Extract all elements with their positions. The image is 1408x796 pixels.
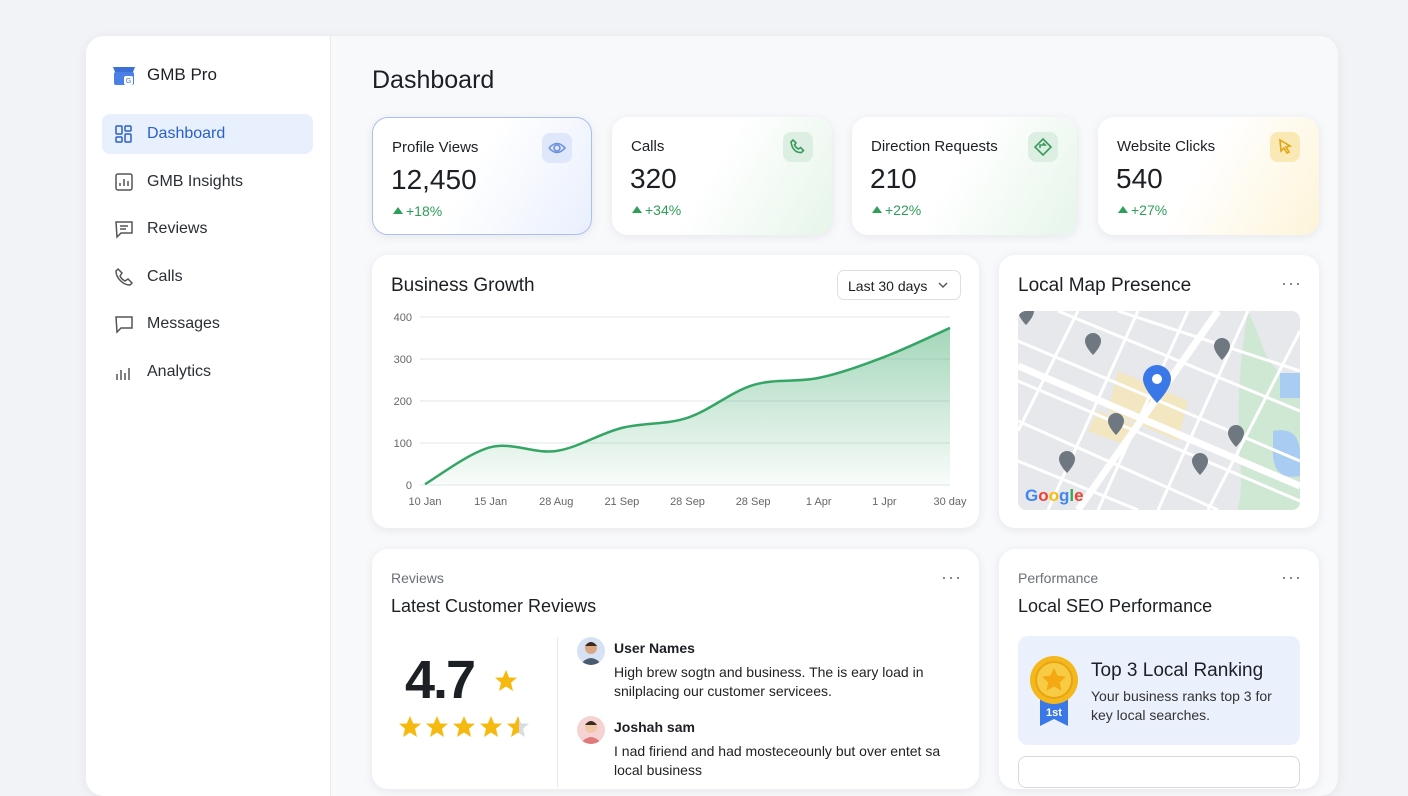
nav-label: Dashboard: [147, 125, 226, 142]
stat-value: 320: [630, 163, 677, 194]
nav-icon: [115, 172, 133, 191]
trend-arrow: [872, 206, 882, 213]
y-tick-label: 200: [394, 396, 412, 408]
nav-icon: [115, 125, 132, 143]
brand-logo: G: [113, 67, 135, 85]
stat-icon: [783, 132, 813, 162]
x-tick-label: 10 Jan: [408, 496, 441, 508]
area: [425, 327, 950, 485]
nav-item[interactable]: Reviews: [102, 209, 313, 249]
nav-label: Messages: [147, 315, 220, 332]
y-tick-label: 400: [394, 312, 412, 324]
y-tick-label: 300: [394, 354, 412, 366]
map-card: Local Map Presence ··· Google: [999, 255, 1319, 528]
stat-value: 12,450: [391, 164, 477, 195]
nav-icon: [115, 221, 133, 239]
y-tick-label: 100: [394, 438, 412, 450]
stat-label: Calls: [631, 138, 665, 155]
review-text: I nad firiend and had mosteceounly but o…: [614, 743, 941, 778]
medal-badge: 1st: [1046, 707, 1062, 719]
map-logo: Google: [1025, 486, 1084, 505]
more-button[interactable]: ···: [1281, 273, 1302, 293]
growth-card: Business Growth Last 30 days 0 100 200 300 4…: [372, 255, 979, 528]
x-tick-label: 21 Sep: [604, 496, 639, 508]
x-tick-label: 1 Apr: [806, 496, 832, 508]
stat-value: 540: [1116, 163, 1163, 194]
nav-label: Reviews: [147, 220, 208, 237]
x-tick-label: 28 Sep: [670, 496, 705, 508]
reviewer-name: User Names: [614, 640, 695, 656]
stat-value: 210: [870, 163, 917, 194]
rating-stars: [399, 670, 529, 737]
nav-label: Analytics: [147, 362, 212, 380]
stat-label: Website Clicks: [1117, 138, 1216, 155]
x-tick-label: 15 Jan: [474, 496, 507, 508]
more-button[interactable]: ···: [1281, 567, 1302, 587]
line: [424, 326, 951, 486]
performance-label: Performance: [1018, 570, 1099, 586]
nav-item[interactable]: Calls: [102, 257, 313, 297]
x-tick-label: 30 day: [933, 496, 967, 508]
nav-item[interactable]: GMB Insights: [102, 162, 313, 202]
medal: 1st: [1030, 656, 1078, 726]
stat-card: Calls 320 +34%: [612, 117, 832, 235]
nav-label: GMB Insights: [147, 172, 244, 190]
range-label: Last 30 days: [848, 278, 928, 294]
avatar: [577, 637, 605, 665]
stat-icon: [1270, 132, 1300, 162]
stat-change: +18%: [406, 203, 443, 219]
nav-icon: [115, 267, 134, 286]
review-text: High brew sogtn and business. The is ear…: [614, 664, 924, 699]
avatar: [577, 716, 605, 744]
reviews-card: Reviews ··· Latest Customer Reviews 4.7 …: [372, 549, 979, 789]
map: Google: [1018, 311, 1300, 510]
performance-card: Performance ··· Local SEO Performance 1s…: [999, 549, 1319, 789]
ranking-heading: Top 3 Local Ranking: [1091, 660, 1264, 681]
x-tick-label: 28 Sep: [736, 496, 771, 508]
ranking-text: Your business ranks top 3 for key local …: [1091, 688, 1272, 723]
stat-card: Website Clicks 540 +27%: [1098, 117, 1319, 235]
nav-item[interactable]: Analytics: [102, 352, 313, 392]
range-select[interactable]: Last 30 days: [837, 270, 961, 300]
reviews-title: Latest Customer Reviews: [391, 596, 597, 616]
stat-icon: [542, 133, 572, 163]
y-tick-label: 0: [406, 480, 412, 492]
stat-change: +22%: [885, 202, 922, 218]
more-button[interactable]: ···: [941, 567, 962, 587]
action-button[interactable]: [1018, 756, 1300, 788]
nav-label: Calls: [147, 267, 183, 285]
chart-title: Business Growth: [391, 275, 535, 296]
nav-item[interactable]: Dashboard: [102, 114, 313, 154]
reviews-label: Reviews: [391, 570, 444, 586]
stat-change: +27%: [1131, 202, 1168, 218]
stat-label: Profile Views: [392, 139, 479, 156]
trend-arrow: [393, 207, 403, 214]
map-title: Local Map Presence: [1018, 275, 1192, 296]
trend-arrow: [1118, 206, 1128, 213]
svg-text:G: G: [126, 78, 131, 85]
page: G GMB Pro Dashboard GMB Insights Reviews Ca…: [102, 36, 1319, 796]
nav-item[interactable]: Messages: [102, 304, 313, 344]
ranking-box: 1st Top 3 Local Ranking Your business ra…: [1018, 636, 1300, 745]
sidebar: [86, 36, 331, 796]
stat-card: Profile Views 12,450 +18%: [372, 117, 592, 235]
brand-name: GMB Pro: [147, 65, 217, 84]
stat-label: Direction Requests: [871, 138, 998, 155]
nav-icon: [116, 367, 130, 380]
x-tick-label: 1 Jpr: [872, 496, 897, 508]
stat-card: Direction Requests 210 +22%: [852, 117, 1077, 235]
stat-change: +34%: [645, 202, 682, 218]
growth-chart: 0 100 200 300 400 10 Jan 15 Jan 28 Aug 21 Sep 28 …: [394, 312, 967, 508]
trend-arrow: [632, 206, 642, 213]
stat-icon: [1028, 132, 1058, 162]
reviewer-name: Joshah sam: [614, 719, 695, 735]
x-tick-label: 28 Aug: [539, 496, 573, 508]
nav-icon: [115, 316, 133, 334]
rating: 4.7: [405, 650, 476, 710]
performance-title: Local SEO Performance: [1018, 596, 1213, 616]
page-title: Dashboard: [372, 66, 495, 94]
